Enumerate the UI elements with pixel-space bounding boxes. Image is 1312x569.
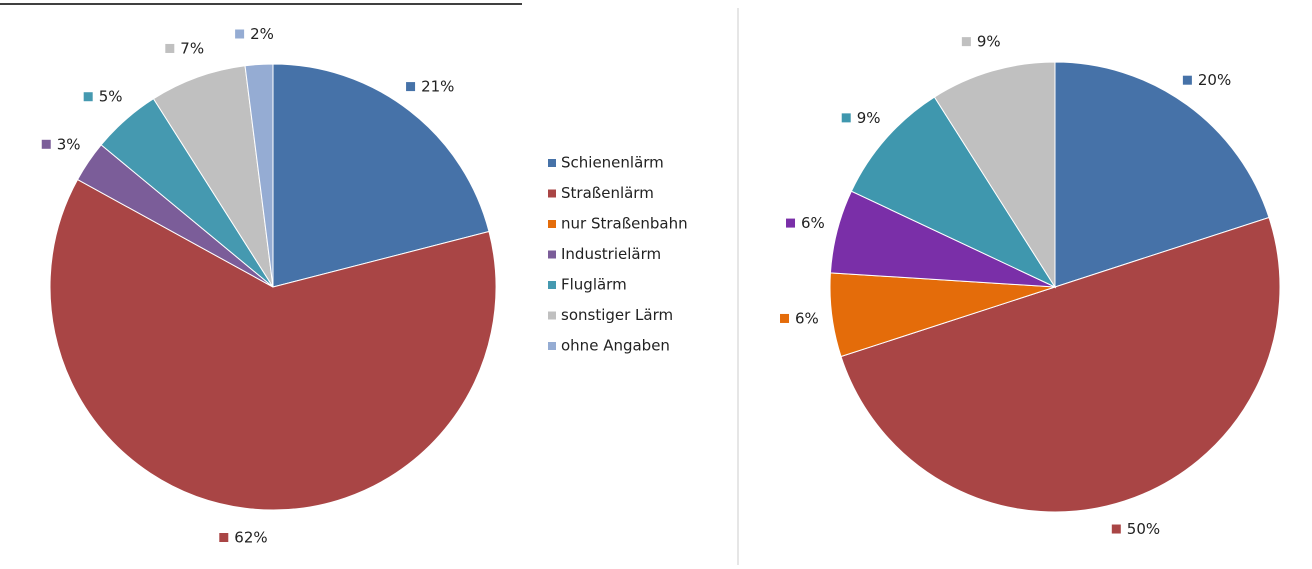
label-swatch bbox=[83, 92, 93, 102]
label-swatch bbox=[219, 533, 229, 543]
data-label: 21% bbox=[421, 78, 454, 96]
data-label: 5% bbox=[99, 88, 123, 106]
data-label: 6% bbox=[801, 214, 825, 232]
legend-label: sonstiger Lärm bbox=[561, 306, 673, 324]
data-label: 7% bbox=[180, 39, 204, 57]
label-swatch bbox=[406, 82, 416, 92]
legend-label: ohne Angaben bbox=[561, 337, 670, 355]
label-swatch bbox=[41, 139, 51, 149]
legend-swatch bbox=[548, 159, 556, 167]
data-label: 2% bbox=[250, 25, 274, 43]
legend-label: nur Straßenbahn bbox=[561, 215, 688, 233]
legend-swatch bbox=[548, 220, 556, 228]
legend-label: Schienenlärm bbox=[561, 154, 664, 172]
label-swatch bbox=[1182, 75, 1192, 85]
data-label: 62% bbox=[234, 529, 267, 547]
pie-slice bbox=[49, 178, 497, 511]
legend-label: Industrielärm bbox=[561, 245, 661, 263]
label-swatch bbox=[165, 43, 175, 53]
legend-swatch bbox=[548, 342, 556, 350]
data-label: 6% bbox=[795, 309, 819, 327]
data-label: 50% bbox=[1127, 520, 1160, 538]
legend-swatch bbox=[548, 281, 556, 289]
pie-slice bbox=[933, 61, 1056, 289]
pie-slice bbox=[1054, 61, 1270, 288]
pie-slice bbox=[850, 96, 1057, 289]
label-swatch bbox=[786, 218, 796, 228]
legend-swatch bbox=[548, 189, 556, 198]
legend-swatch bbox=[548, 250, 556, 259]
label-swatch bbox=[961, 37, 971, 47]
label-swatch bbox=[780, 313, 790, 323]
label-swatch bbox=[841, 113, 851, 123]
data-label: 9% bbox=[857, 109, 881, 127]
legend-swatch bbox=[548, 311, 556, 320]
pie-slice bbox=[272, 63, 490, 288]
legend-label: Fluglärm bbox=[561, 276, 627, 294]
data-label: 3% bbox=[57, 135, 81, 153]
pie-slice bbox=[840, 216, 1281, 513]
label-swatch bbox=[1111, 524, 1121, 534]
label-swatch bbox=[235, 29, 245, 39]
data-label: 9% bbox=[977, 33, 1001, 51]
legend-label: Straßenlärm bbox=[561, 184, 654, 202]
pie-slice bbox=[244, 63, 274, 288]
data-label: 20% bbox=[1198, 71, 1231, 89]
